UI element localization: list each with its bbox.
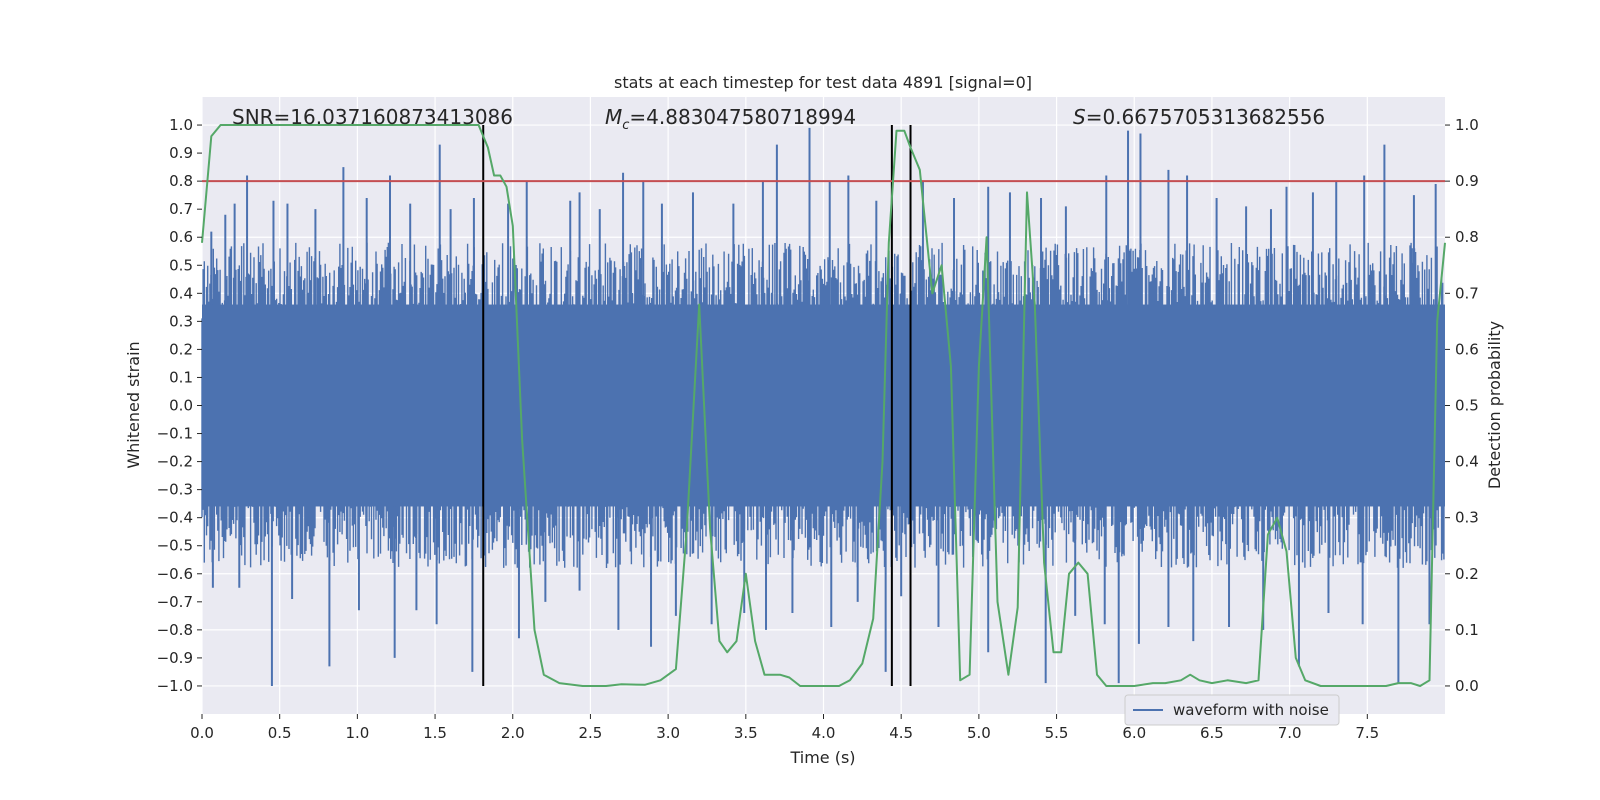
- x-tick-label: 2.5: [579, 724, 603, 742]
- y-left-tick-label: 0.8: [169, 172, 193, 190]
- y-right-tick-label: 0.6: [1455, 340, 1479, 358]
- snr-annotation: SNR=16.037160873413086: [232, 105, 513, 129]
- x-axis-label: Time (s): [789, 748, 855, 767]
- y-left-tick-label: 0.5: [169, 256, 193, 274]
- x-tick-label: 0.5: [268, 724, 292, 742]
- x-tick-label: 2.0: [501, 724, 525, 742]
- x-axis-ticks: 0.0 0.5 1.0 1.5 2.0 2.5 3.0 3.5 4.0 4.5 5.0 5.5 6.0 6…: [190, 714, 1379, 742]
- y-left-tick-label: 0.7: [169, 200, 193, 218]
- s-annotation: S=0.6675705313682556: [1073, 105, 1325, 129]
- y-left-tick-label: −0.7: [157, 593, 193, 611]
- y-right-tick-label: 0.5: [1455, 397, 1479, 415]
- x-tick-label: 5.5: [1045, 724, 1069, 742]
- y-axis-right-ticks: 0.0 0.1 0.2 0.3 0.4 0.5 0.6 0.7 0.8 0.9 1.0: [1445, 116, 1479, 695]
- y-left-tick-label: 0.6: [169, 228, 193, 246]
- y-right-tick-label: 0.9: [1455, 172, 1479, 190]
- y-left-tick-label: 0.9: [169, 144, 193, 162]
- y-left-tick-label: 0.2: [169, 340, 193, 358]
- waveform-series: [201, 127, 1445, 686]
- y-axis-left-label: Whitened strain: [124, 341, 143, 468]
- x-tick-label: 6.5: [1200, 724, 1224, 742]
- legend: waveform with noise: [1124, 694, 1340, 726]
- probability-series-line: [201, 124, 1446, 687]
- y-left-tick-label: −0.9: [157, 649, 193, 667]
- chirp-mass-annotation: Mc=4.883047580718994: [605, 105, 856, 133]
- x-tick-label: 4.0: [812, 724, 836, 742]
- y-right-tick-label: 0.7: [1455, 284, 1479, 302]
- y-left-tick-label: −0.5: [157, 537, 193, 555]
- y-left-tick-label: 1.0: [169, 116, 193, 134]
- y-left-tick-label: 0.3: [169, 312, 193, 330]
- x-tick-label: 1.0: [345, 724, 369, 742]
- x-tick-label: 6.0: [1122, 724, 1146, 742]
- y-right-tick-label: 0.0: [1455, 677, 1479, 695]
- x-tick-label: 7.0: [1278, 724, 1302, 742]
- y-right-tick-label: 0.2: [1455, 565, 1479, 583]
- x-tick-label: 5.0: [967, 724, 991, 742]
- y-left-tick-label: 0.1: [169, 368, 193, 386]
- x-tick-label: 0.0: [190, 724, 214, 742]
- x-tick-label: 3.0: [656, 724, 680, 742]
- y-left-tick-label: −0.6: [157, 565, 193, 583]
- vertical-markers: [482, 125, 912, 686]
- y-right-tick-label: 1.0: [1455, 116, 1479, 134]
- y-right-tick-label: 0.1: [1455, 621, 1479, 639]
- y-left-tick-label: −0.3: [157, 481, 193, 499]
- y-left-tick-label: −0.2: [157, 453, 193, 471]
- y-left-tick-label: 0.0: [169, 397, 193, 415]
- x-tick-label: 4.5: [889, 724, 913, 742]
- x-tick-label: 3.5: [734, 724, 758, 742]
- legend-box: [1124, 694, 1340, 726]
- y-right-tick-label: 0.4: [1455, 453, 1479, 471]
- x-tick-label: 7.5: [1355, 724, 1379, 742]
- y-axis-left-ticks: −1.0 −0.9 −0.8 −0.7 −0.6 −0.5 −0.4 −0.3 −0.2 −0.1…: [157, 116, 202, 695]
- y-left-tick-label: −1.0: [157, 677, 193, 695]
- y-right-tick-label: 0.3: [1455, 509, 1479, 527]
- legend-label: waveform with noise: [1173, 701, 1329, 719]
- y-left-tick-label: −0.8: [157, 621, 193, 639]
- y-axis-right-label: Detection probability: [1485, 321, 1504, 489]
- chart-title: stats at each timestep for test data 489…: [614, 73, 1032, 92]
- x-tick-label: 1.5: [423, 724, 447, 742]
- waveform-core: [202, 304, 1445, 507]
- y-right-tick-label: 0.8: [1455, 228, 1479, 246]
- y-left-tick-label: −0.1: [157, 425, 193, 443]
- y-left-tick-label: −0.4: [157, 509, 193, 527]
- y-left-tick-label: 0.4: [169, 284, 193, 302]
